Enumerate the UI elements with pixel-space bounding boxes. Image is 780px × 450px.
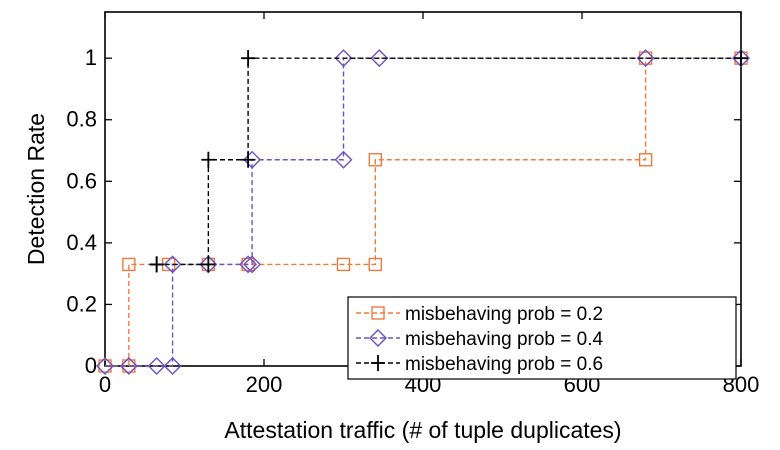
data-point-marker (336, 257, 351, 272)
legend-marker (371, 355, 385, 371)
legend-entry: misbehaving prob = 0.6 (356, 354, 603, 375)
data-point-marker (334, 49, 353, 68)
data-point-marker (368, 153, 382, 167)
legend-entry: misbehaving prob = 0.4 (356, 329, 603, 350)
data-point-marker (201, 256, 216, 273)
data-point-marker (163, 255, 182, 274)
data-point-marker (239, 255, 258, 274)
data-point-marker (147, 357, 166, 375)
legend: misbehaving prob = 0.2 misbehaving prob =… (347, 296, 737, 380)
data-point-marker (243, 150, 262, 169)
legend-label: misbehaving prob = 0.2 (405, 304, 603, 325)
data-point-marker (122, 257, 136, 272)
data-point-marker (201, 151, 216, 168)
x-axis-label: Attestation traffic (# of tuple duplicat… (224, 417, 621, 443)
data-point-marker (636, 49, 655, 68)
data-point-marker (149, 256, 164, 273)
y-tick-label: 1 (85, 45, 97, 70)
data-point-marker (241, 151, 256, 168)
legend-marker (369, 329, 387, 347)
data-point-marker (163, 357, 182, 375)
y-tick-label: 0 (85, 353, 97, 378)
data-point-marker (334, 150, 353, 169)
series-line (156, 57, 741, 266)
series-layer (96, 49, 750, 375)
data-point-marker (368, 257, 382, 272)
legend-label: misbehaving prob = 0.6 (405, 354, 603, 375)
series-line (105, 57, 741, 367)
y-tick-label: 0.2 (66, 291, 97, 316)
data-point-marker (370, 49, 389, 68)
y-axis-label: Detection Rate (23, 113, 49, 265)
data-point-marker (241, 257, 255, 272)
y-tick-label: 0.8 (66, 107, 97, 132)
y-tick-label: 0.6 (66, 168, 97, 193)
data-point-marker (638, 153, 653, 167)
legend-label: misbehaving prob = 0.4 (405, 329, 603, 350)
data-point-marker (96, 357, 114, 375)
data-point-marker (241, 50, 256, 67)
data-point-marker (119, 357, 138, 375)
legend-marker (371, 306, 385, 320)
y-tick-label: 0.4 (66, 230, 97, 255)
x-tick-label: 0 (99, 372, 111, 397)
series-line (105, 57, 741, 367)
legend-entry: misbehaving prob = 0.2 (356, 304, 603, 325)
data-point-marker (243, 255, 262, 274)
data-point-marker (98, 359, 112, 373)
data-point-marker (734, 50, 748, 67)
series-3 (149, 50, 748, 273)
x-tick-label: 200 (246, 372, 283, 397)
legend-box (347, 296, 737, 380)
